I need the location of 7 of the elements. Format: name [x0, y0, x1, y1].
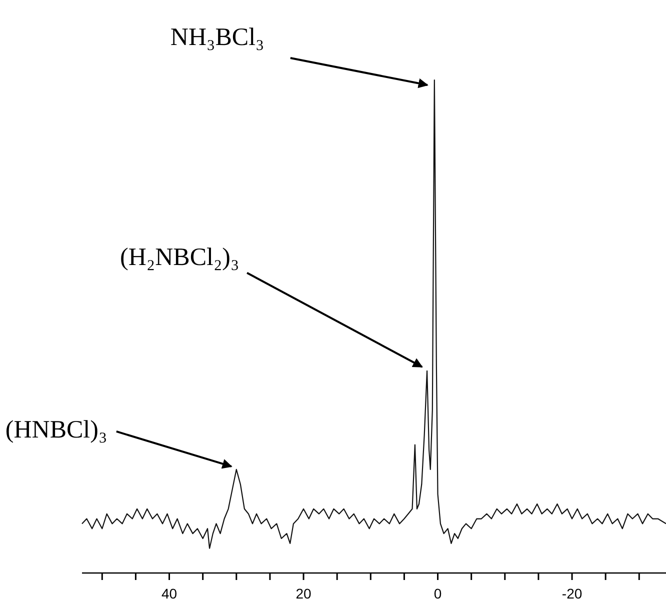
annotation: (HNBCl)₃: [5, 416, 108, 444]
x-tick-label: 20: [296, 585, 312, 602]
x-tick-label: -20: [562, 585, 582, 602]
annotation: NH₃BCl₃: [170, 24, 264, 51]
x-tick-label: 0: [434, 585, 442, 602]
annotation: (H₂NBCl₂)₃: [120, 244, 240, 271]
x-tick-label: 40: [161, 585, 178, 602]
